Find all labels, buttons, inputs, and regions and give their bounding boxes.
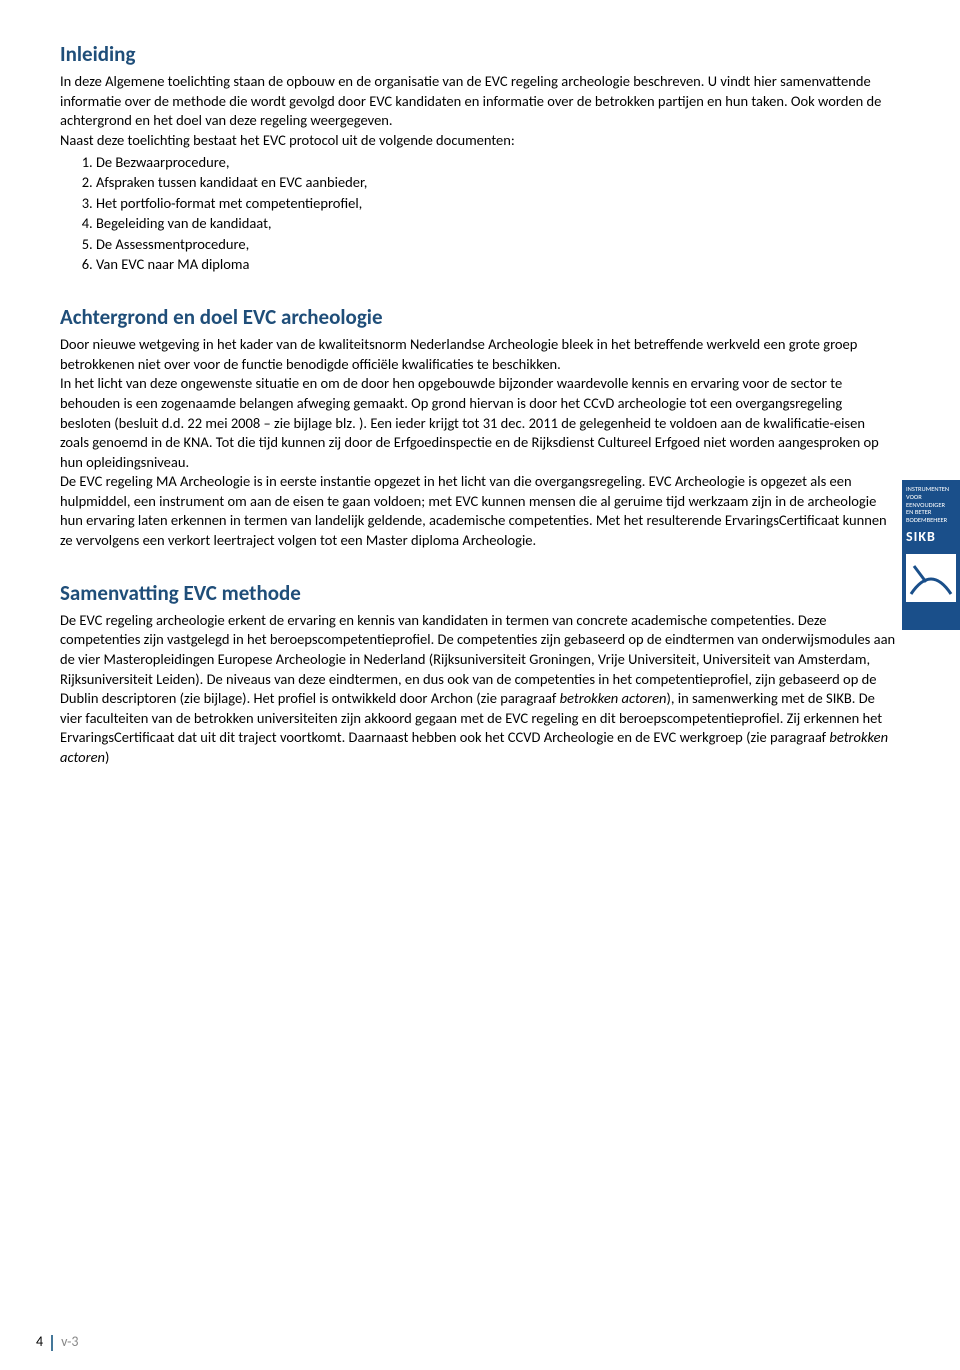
achtergrond-p2: In het licht van deze ongewenste situati… — [60, 374, 888, 472]
heading-inleiding: Inleiding — [60, 40, 900, 68]
page-footer: 4 v-3 — [36, 1333, 79, 1352]
list-item: Afspraken tussen kandidaat en EVC aanbie… — [96, 173, 900, 193]
heading-achtergrond: Achtergrond en doel EVC archeologie — [60, 303, 888, 331]
list-item: Van EVC naar MA diploma — [96, 255, 900, 275]
samenvatting-p1: De EVC regeling archeologie erkent de er… — [60, 611, 900, 768]
footer-divider — [51, 1335, 53, 1351]
list-item: Het portfolio-format met competentieprof… — [96, 194, 900, 214]
italic-text: betrokken actoren — [560, 689, 667, 707]
inleiding-list: De Bezwaarprocedure, Afspraken tussen ka… — [96, 153, 900, 275]
sikb-badge: INSTRUMENTEN VOOR EENVOUDIGER EN BETER B… — [902, 480, 960, 630]
list-item: Begeleiding van de kandidaat, — [96, 214, 900, 234]
version-label: v-3 — [61, 1333, 78, 1352]
page-number: 4 — [36, 1333, 43, 1352]
badge-line: VOOR EENVOUDIGER — [906, 494, 956, 510]
badge-line: BODEMBEHEER — [906, 517, 956, 525]
inleiding-p2: Naast deze toelichting bestaat het EVC p… — [60, 131, 900, 151]
section-inleiding: Inleiding In deze Algemene toelichting s… — [60, 40, 900, 275]
badge-logo-icon — [906, 554, 956, 602]
achtergrond-p3: De EVC regeling MA Archeologie is in eer… — [60, 472, 888, 550]
list-item: De Bezwaarprocedure, — [96, 153, 900, 173]
section-samenvatting: Samenvatting EVC methode De EVC regeling… — [60, 579, 900, 768]
badge-brand: SIKB — [906, 529, 956, 546]
inleiding-p1: In deze Algemene toelichting staan de op… — [60, 72, 900, 131]
list-item: De Assessmentprocedure, — [96, 235, 900, 255]
heading-samenvatting: Samenvatting EVC methode — [60, 579, 900, 607]
text-span: ) — [105, 748, 109, 766]
section-achtergrond: Achtergrond en doel EVC archeologie Door… — [60, 303, 900, 551]
achtergrond-p1: Door nieuwe wetgeving in het kader van d… — [60, 335, 888, 374]
